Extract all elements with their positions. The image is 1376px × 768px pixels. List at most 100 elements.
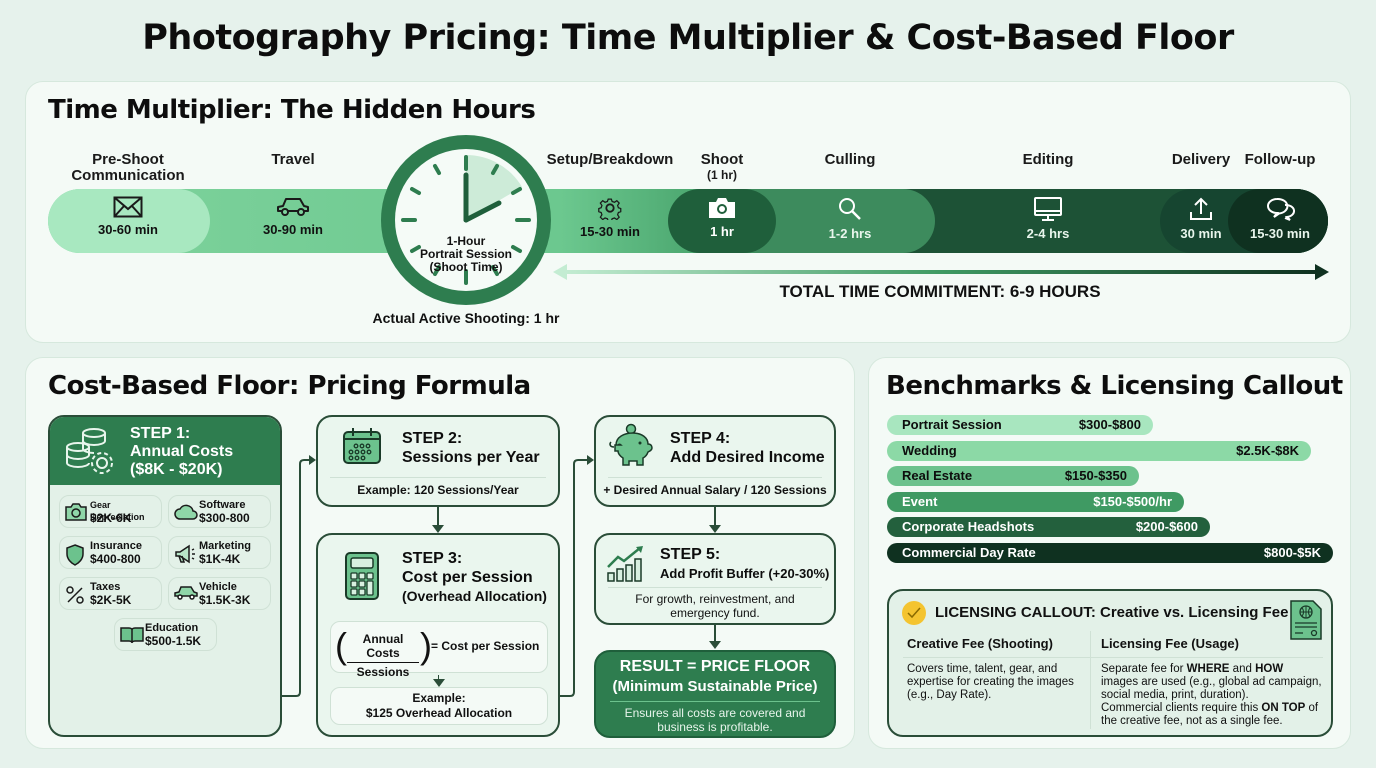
timeline-item-editing: 2-4 hrs	[998, 196, 1098, 241]
step-1-label: STEP 1:	[130, 425, 191, 442]
benchmark-real-estate: Real Estate $150-$350	[887, 466, 1139, 486]
cost-item-taxes: Taxes $2K-5K	[59, 577, 162, 610]
arrow-step5-to-result	[709, 625, 721, 649]
step-3-cost-per-session: STEP 3: Cost per Session (Overhead Alloc…	[316, 533, 560, 737]
arrow-step2-to-step3	[432, 507, 444, 533]
step-4-detail: + Desired Annual Salary / 120 Sessions	[603, 483, 827, 497]
cost-item-gear: Gear Depreciation $2K-6K	[59, 495, 162, 528]
stage-label-travel: Travel	[271, 151, 315, 168]
cost-floor-title: Cost-Based Floor: Pricing Formula	[48, 371, 531, 401]
double-arrow-icon	[553, 264, 1329, 280]
result-price-floor: RESULT = PRICE FLOOR (Minimum Sustainabl…	[594, 650, 836, 738]
percent-icon	[66, 586, 84, 604]
step-2-label: STEP 2:	[402, 430, 463, 447]
step-5-label: STEP 5:	[660, 546, 721, 563]
upload-icon	[1190, 197, 1212, 220]
formula-denominator: Sessions	[356, 665, 410, 679]
cost-item-insurance: Insurance $400-800	[59, 536, 162, 569]
timeline-item-follow-up: 15-30 min	[1240, 196, 1320, 241]
result-detail: Ensures all costs are covered and busine…	[624, 706, 806, 734]
step-2-example: Example: 120 Sessions/Year	[357, 483, 519, 497]
result-subtitle: (Minimum Sustainable Price)	[612, 678, 818, 695]
stage-label-setup: Setup/Breakdown	[546, 151, 674, 168]
book-icon	[120, 627, 144, 644]
checkmark-badge-icon	[902, 601, 926, 625]
licensing-fee-heading: Licensing Fee (Usage)	[1101, 636, 1239, 651]
step-5-title: Add Profit Buffer (+20-30%)	[660, 566, 830, 581]
step-3-label: STEP 3:	[402, 550, 463, 567]
megaphone-icon	[175, 544, 195, 564]
timeline-item-travel: 30-90 min	[243, 196, 343, 237]
step-5-profit-buffer: STEP 5: Add Profit Buffer (+20-30%) For …	[594, 533, 836, 625]
step-1-title: Annual Costs	[130, 443, 234, 460]
benchmarks-title: Benchmarks & Licensing Callout	[886, 371, 1343, 401]
creative-fee-body: Covers time, talent, gear, and expertise…	[907, 663, 1074, 701]
cost-item-software: Software $300-800	[168, 495, 271, 528]
benchmark-commercial-day-rate: Commercial Day Rate $800-$5K	[887, 543, 1333, 563]
timeline-item-delivery: 30 min	[1166, 196, 1236, 241]
result-title: RESULT = PRICE FLOOR	[619, 658, 811, 675]
benchmark-corporate-headshots: Corporate Headshots $200-$600	[887, 517, 1210, 537]
formula-box: ( Annual Costs Sessions ) = Cost per Ses…	[330, 621, 548, 679]
monitor-icon	[1034, 197, 1062, 221]
cost-item-vehicle: Vehicle $1.5K-3K	[168, 577, 271, 610]
benchmark-wedding: Wedding $2.5K-$8K	[887, 441, 1311, 461]
stage-label-editing: Editing	[1022, 151, 1074, 168]
step-5-detail: For growth, reinvestment, and emergency …	[635, 592, 795, 620]
page-title: Photography Pricing: Time Multiplier & C…	[142, 18, 1234, 58]
stage-label-pre-shoot: Pre-Shoot Communication	[71, 151, 185, 184]
camera-icon	[709, 198, 735, 218]
licensing-fee-body: Separate fee for WHERE and HOW images ar…	[1101, 663, 1322, 727]
step-1-annual-costs: STEP 1: Annual Costs ($8K - $20K)	[48, 415, 282, 737]
benchmark-portrait: Portrait Session $300-$800	[887, 415, 1153, 435]
cloud-icon	[174, 504, 198, 520]
step-3-subtitle: (Overhead Allocation)	[402, 588, 547, 604]
stage-label-delivery: Delivery	[1171, 151, 1231, 168]
stage-label-shoot: Shoot (1 hr)	[700, 151, 744, 183]
camera-icon	[65, 503, 87, 521]
calculator-icon	[345, 552, 379, 600]
timeline-item-setup: 15-30 min	[560, 196, 660, 239]
timeline-item-shoot: 1 hr	[690, 196, 754, 239]
step-1-range: ($8K - $20K)	[130, 461, 223, 478]
chat-bubbles-icon	[1267, 197, 1295, 221]
time-multiplier-title: Time Multiplier: The Hidden Hours	[48, 95, 536, 125]
licensing-title: LICENSING CALLOUT: Creative vs. Licensin…	[935, 604, 1289, 621]
coins-gear-icon	[66, 428, 113, 474]
car-icon	[174, 586, 198, 600]
step-3-title: Cost per Session	[402, 569, 533, 586]
step-2-sessions-per-year: STEP 2: Sessions per Year Example: 120 S…	[316, 415, 560, 507]
formula-result: = Cost per Session	[431, 639, 540, 653]
cost-item-marketing: Marketing $1K-4K	[168, 536, 271, 569]
connector-arrow-1	[282, 455, 316, 697]
formula-numerator: Annual Costs	[347, 632, 419, 663]
certificate-icon	[1290, 600, 1322, 640]
arrow-step4-to-step5	[709, 507, 721, 533]
clock-caption: Actual Active Shooting: 1 hr	[372, 310, 560, 326]
creative-fee-heading: Creative Fee (Shooting)	[907, 636, 1053, 651]
stage-label-culling: Culling	[824, 151, 876, 168]
cost-item-education: Education $500-1.5K	[114, 618, 217, 651]
step-4-title: Add Desired Income	[670, 449, 825, 466]
clock-label: 1-Hour Portrait Session (Shoot Time)	[419, 234, 513, 274]
step-2-title: Sessions per Year	[402, 449, 540, 466]
envelope-icon	[113, 196, 143, 218]
total-time-commitment: TOTAL TIME COMMITMENT: 6-9 HOURS	[779, 282, 1101, 301]
formula-arrow	[433, 675, 445, 687]
clock-icon: 1-Hour Portrait Session (Shoot Time)	[381, 135, 551, 305]
gear-icon	[598, 198, 622, 220]
step-4-label: STEP 4:	[670, 430, 731, 447]
example-box: Example: $125 Overhead Allocation	[330, 687, 548, 725]
stage-label-follow-up: Follow-up	[1244, 151, 1316, 168]
calendar-icon	[343, 428, 381, 464]
growth-chart-icon	[607, 546, 643, 582]
segment-pre-shoot	[48, 189, 210, 253]
licensing-callout: LICENSING CALLOUT: Creative vs. Licensin…	[887, 589, 1333, 737]
benchmark-event: Event $150-$500/hr	[887, 492, 1184, 512]
timeline-item-pre-shoot: 30-60 min	[78, 196, 178, 237]
piggy-bank-icon	[609, 423, 653, 466]
car-icon	[277, 198, 309, 216]
shield-icon	[66, 544, 84, 566]
timeline-item-culling: 1-2 hrs	[800, 196, 900, 241]
connector-arrow-2	[560, 455, 594, 697]
